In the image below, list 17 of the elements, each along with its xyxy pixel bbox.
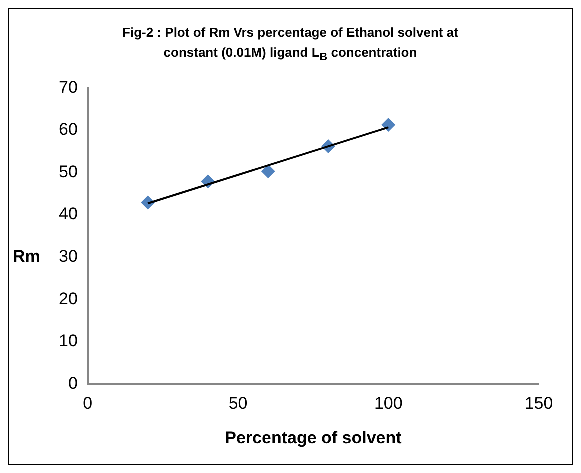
y-tick-label: 0 (68, 373, 78, 392)
x-axis-title: Percentage of solvent (225, 428, 402, 448)
x-tick-label: 150 (524, 394, 554, 413)
chart-title: Fig-2 : Plot of Rm Vrs percentage of Ethanol solvent at constant (0.01M) ligand L$_{B}$ concentration (122, 24, 460, 66)
y-tick-label: 70 (58, 77, 78, 96)
y-tick-label: 10 (58, 331, 78, 350)
point (382, 118, 396, 132)
x-tick-label: 50 (228, 394, 248, 413)
y-tick-label: 60 (58, 120, 78, 139)
x-tick-label: 0 (83, 394, 93, 413)
y-tick-label: 30 (58, 246, 78, 266)
y-tick-label: 40 (58, 204, 78, 224)
y-tick-label: 20 (58, 288, 78, 308)
y-tick-label: 50 (58, 162, 78, 182)
point (261, 164, 276, 178)
y-axis-title: Rm (13, 246, 40, 266)
x-tick-label: 100 (374, 394, 403, 413)
